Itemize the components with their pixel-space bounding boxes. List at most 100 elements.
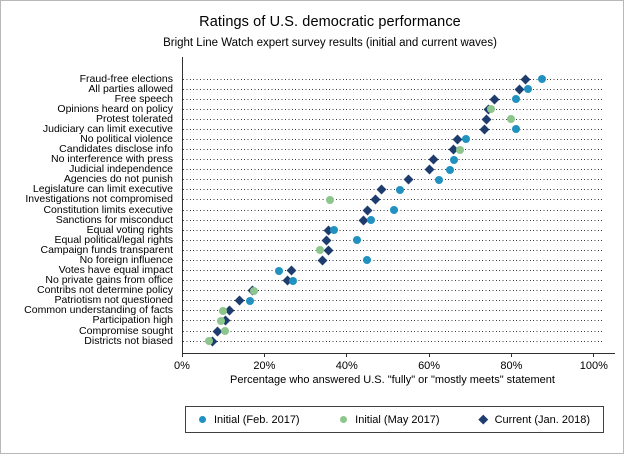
dotted-gridline — [183, 340, 602, 342]
legend-label: Current (Jan. 2018) — [494, 413, 590, 426]
current-jan-2018-marker — [370, 195, 381, 205]
initial-feb-2017-marker — [353, 236, 361, 245]
dotted-gridline — [183, 280, 602, 282]
current-jan-2018-marker — [234, 295, 245, 306]
legend: Initial (Feb. 2017) Initial (May 2017) C… — [185, 406, 604, 433]
initial-feb-2017-marker — [363, 256, 372, 265]
initial-may-2017-marker — [219, 306, 228, 315]
category-label: No political violence — [80, 132, 173, 145]
x-axis-tick-label: 100% — [579, 360, 608, 372]
x-axis-tick — [593, 353, 595, 357]
dotted-gridline — [183, 229, 602, 231]
category-label: Votes have equal impact — [58, 264, 173, 277]
current-jan-2018-marker — [403, 174, 414, 185]
current-jan-2018-marker — [490, 94, 500, 105]
dotted-gridline — [183, 310, 602, 312]
current-jan-2018-marker — [323, 245, 334, 256]
current-jan-2018-marker — [481, 114, 492, 125]
category-label: Equal political/legal rights — [54, 233, 173, 246]
category-label: Sanctions for misconduct — [55, 213, 173, 226]
chart-title: Ratings of U.S. democratic performance — [199, 14, 461, 30]
dotted-gridline — [183, 330, 602, 332]
category-label: All parties allowed — [88, 82, 173, 95]
category-label: Equal voting rights — [86, 223, 173, 236]
dotted-gridline — [183, 169, 602, 171]
dotted-gridline — [183, 138, 602, 140]
dotted-gridline — [183, 159, 602, 161]
dotted-gridline — [183, 98, 602, 100]
x-axis-tick-label: 60% — [418, 360, 441, 372]
category-label: No foreign influence — [79, 253, 173, 266]
y-axis-line — [182, 57, 183, 353]
initial-may-2017-marker — [455, 145, 464, 154]
legend-entry-initial-feb-2017: Initial (Feb. 2017) — [199, 414, 300, 426]
initial-feb-2017-marker — [390, 206, 399, 215]
initial-feb-2017-marker — [511, 95, 520, 104]
plot-area: 0% 20% 40% 60% 80% 100% — [174, 57, 608, 372]
category-label: Compromise sought — [79, 324, 173, 337]
x-axis-tick — [263, 353, 265, 357]
x-axis-tick — [428, 353, 430, 357]
x-axis-tick-label: 40% — [335, 360, 358, 372]
x-axis-title: Percentage who answered U.S. "fully" or … — [230, 374, 555, 386]
dotted-gridline — [183, 108, 602, 110]
category-label: Constitution limits executive — [43, 203, 173, 216]
category-label: Legislature can limit executive — [32, 183, 173, 196]
x-axis-tick — [510, 353, 512, 357]
dotted-gridline — [183, 78, 602, 80]
category-label: Campaign funds transparent — [40, 243, 174, 256]
chart-subtitle: Bright Line Watch expert survey results … — [163, 37, 497, 49]
dotted-gridline — [183, 320, 602, 322]
initial-feb-2017-marker — [245, 296, 254, 305]
category-label: No interference with press — [51, 153, 173, 166]
initial-feb-2017-marker — [367, 216, 376, 225]
x-axis-line — [182, 353, 615, 354]
dotted-gridline — [183, 189, 602, 191]
dotted-gridline — [183, 300, 602, 302]
category-label: Districts not biased — [84, 334, 173, 347]
category-label: Investigations not compromised — [25, 193, 173, 206]
current-jan-2018-marker — [317, 255, 327, 266]
initial-may-2017-marker — [326, 195, 335, 204]
category-label: Judiciary can limit executive — [42, 122, 173, 135]
category-label: Common understanding of facts — [24, 304, 173, 317]
initial-may-2017-marker — [315, 246, 324, 255]
x-axis-tick — [181, 353, 183, 357]
x-axis-tick-label: 80% — [500, 360, 523, 372]
dotted-gridline — [183, 219, 602, 221]
initial-feb-2017-marker — [538, 75, 547, 83]
category-label: Free speech — [114, 92, 173, 105]
initial-feb-2017-marker — [511, 125, 520, 134]
initial-feb-2017-marker — [462, 135, 471, 144]
diamond-marker-icon — [478, 414, 488, 425]
circle-marker-icon — [199, 416, 206, 423]
category-label: Opinions heard on policy — [57, 102, 173, 115]
initial-may-2017-marker — [250, 286, 259, 295]
initial-feb-2017-marker — [445, 165, 454, 174]
initial-feb-2017-marker — [274, 266, 283, 275]
dotted-gridline — [183, 128, 602, 130]
dotted-gridline — [183, 179, 602, 181]
initial-feb-2017-marker — [289, 276, 298, 285]
x-axis-tick — [346, 353, 348, 357]
initial-feb-2017-marker — [523, 85, 532, 94]
initial-may-2017-marker — [507, 115, 516, 124]
current-jan-2018-marker — [286, 265, 297, 276]
dotted-gridline — [183, 118, 602, 120]
x-axis-tick-label: 0% — [174, 360, 190, 372]
current-jan-2018-marker — [479, 124, 490, 135]
initial-may-2017-marker — [221, 327, 230, 335]
dotted-gridline — [183, 270, 602, 272]
initial-feb-2017-marker — [449, 155, 458, 164]
y-axis-category-labels: Fraud-free elections All parties allowed F… — [1, 57, 178, 353]
legend-entry-initial-may-2017: Initial (May 2017) — [340, 414, 440, 426]
initial-may-2017-marker — [217, 316, 226, 325]
category-label: Judicial independence — [69, 163, 173, 176]
initial-feb-2017-marker — [435, 175, 444, 184]
category-label: Contribs not determine policy — [37, 284, 173, 297]
current-jan-2018-marker — [424, 164, 435, 175]
circle-marker-icon — [340, 416, 348, 423]
dotted-gridline — [183, 149, 602, 151]
current-jan-2018-marker — [362, 205, 373, 215]
